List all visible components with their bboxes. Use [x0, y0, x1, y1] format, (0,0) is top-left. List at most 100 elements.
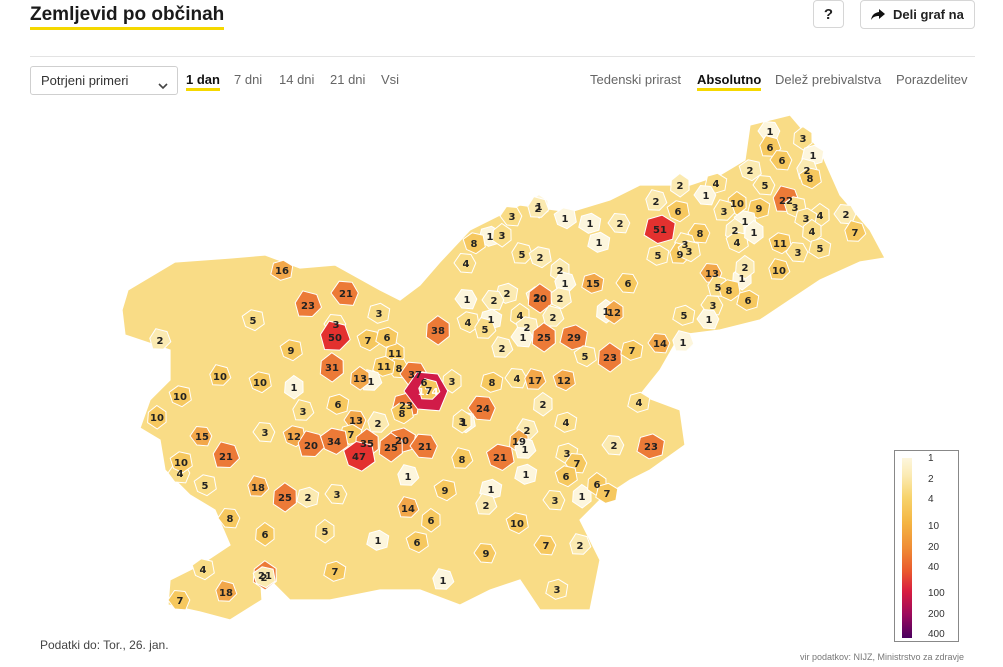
municipality-region[interactable]	[514, 463, 538, 485]
municipality-region[interactable]	[627, 391, 651, 413]
municipality-region[interactable]	[209, 364, 232, 386]
municipality-region[interactable]	[533, 534, 557, 556]
municipality-region[interactable]	[510, 326, 534, 348]
municipality-region[interactable]	[646, 244, 670, 266]
municipality-region[interactable]	[212, 441, 241, 469]
municipality-region[interactable]	[248, 371, 272, 394]
municipality-region[interactable]	[559, 324, 588, 351]
municipality-region[interactable]	[247, 475, 270, 497]
municipality-region[interactable]	[252, 566, 276, 589]
municipality-region[interactable]	[279, 339, 303, 362]
municipality-region[interactable]	[324, 483, 348, 505]
municipality-region[interactable]	[405, 531, 429, 554]
municipality-region[interactable]	[296, 486, 320, 508]
municipality-region[interactable]	[397, 496, 420, 518]
municipality-region[interactable]	[397, 464, 420, 486]
municipality-region[interactable]	[672, 330, 695, 352]
municipality-region[interactable]	[167, 589, 191, 611]
municipality-region[interactable]	[768, 232, 792, 255]
municipality-region[interactable]	[687, 222, 711, 244]
municipality-region[interactable]	[693, 184, 717, 206]
municipality-region[interactable]	[808, 237, 832, 259]
municipality-region[interactable]	[147, 404, 167, 430]
municipality-region[interactable]	[554, 465, 578, 488]
municipality-region[interactable]	[666, 200, 690, 223]
municipality-region[interactable]	[615, 272, 639, 294]
municipality-region[interactable]	[607, 212, 631, 234]
municipality-region[interactable]	[217, 507, 241, 529]
municipality-region[interactable]	[504, 367, 528, 389]
municipality-region[interactable]	[191, 558, 215, 581]
municipality-region[interactable]	[713, 199, 736, 221]
municipality-region[interactable]	[595, 482, 619, 504]
municipality-region[interactable]	[569, 533, 592, 555]
municipality-region[interactable]	[474, 317, 497, 339]
tab-absolutno[interactable]: Absolutno	[697, 72, 762, 91]
municipality-region[interactable]	[255, 521, 275, 547]
municipality-region[interactable]	[452, 408, 472, 434]
municipality-region[interactable]	[677, 240, 701, 263]
municipality-region[interactable]	[350, 365, 370, 391]
tab-tedenski-prirast[interactable]: Tedenski prirast	[590, 72, 682, 87]
municipality-region[interactable]	[323, 560, 347, 582]
municipality-region[interactable]	[738, 159, 762, 182]
tab-porazdelitev[interactable]: Porazdelitev	[896, 72, 968, 87]
municipality-region[interactable]	[193, 474, 217, 497]
municipality-region[interactable]	[215, 580, 238, 602]
municipality-region[interactable]	[717, 279, 741, 302]
municipality-region[interactable]	[645, 189, 668, 211]
municipality-region[interactable]	[769, 149, 793, 171]
municipality-region[interactable]	[542, 489, 566, 511]
municipality-region[interactable]	[601, 434, 625, 456]
municipality-region[interactable]	[597, 342, 622, 373]
municipality-region[interactable]	[367, 411, 390, 433]
municipality-region[interactable]	[578, 212, 602, 234]
municipality-region[interactable]	[499, 205, 523, 227]
share-button[interactable]: Deli graf na	[860, 0, 975, 29]
municipality-region[interactable]	[319, 352, 344, 383]
municipality-region[interactable]	[168, 385, 192, 408]
municipality-region[interactable]	[604, 299, 624, 325]
municipality-region[interactable]	[372, 355, 396, 377]
municipality-region[interactable]	[552, 369, 576, 392]
municipality-region[interactable]	[375, 326, 399, 348]
municipality-region[interactable]	[442, 368, 462, 394]
municipality-region[interactable]	[451, 447, 474, 469]
municipality-region[interactable]	[798, 167, 822, 190]
municipality-region[interactable]	[524, 368, 547, 390]
municipality-region[interactable]	[531, 322, 556, 353]
municipality-region[interactable]	[620, 339, 644, 361]
municipality-region[interactable]	[149, 328, 172, 350]
municipality-region[interactable]	[492, 222, 512, 248]
municipality-region[interactable]	[643, 214, 676, 245]
help-button[interactable]: ?	[813, 0, 844, 28]
municipality-region[interactable]	[752, 174, 776, 196]
municipality-region[interactable]	[425, 315, 450, 346]
municipality-region[interactable]	[473, 542, 497, 564]
municipality-region[interactable]	[326, 393, 350, 415]
municipality-region[interactable]	[315, 518, 335, 544]
municipality-region[interactable]	[587, 231, 611, 253]
municipality-region[interactable]	[467, 395, 496, 421]
municipality-region[interactable]	[514, 437, 537, 459]
municipality-region[interactable]	[545, 578, 569, 600]
municipality-region[interactable]	[292, 399, 315, 421]
municipality-region[interactable]	[378, 432, 403, 463]
municipality-region[interactable]	[456, 311, 480, 334]
municipality-region[interactable]	[696, 308, 720, 330]
municipality-region[interactable]	[366, 529, 390, 551]
municipality-region[interactable]	[319, 320, 351, 351]
municipality-region[interactable]	[505, 512, 529, 535]
municipality-region[interactable]	[252, 421, 276, 443]
municipality-region[interactable]	[647, 332, 671, 354]
municipality-region[interactable]	[553, 207, 577, 230]
municipality-region[interactable]	[554, 411, 578, 433]
municipality-region[interactable]	[270, 259, 294, 281]
municipality-region[interactable]	[736, 289, 760, 311]
municipality-region[interactable]	[744, 219, 764, 245]
municipality-region[interactable]	[169, 451, 193, 474]
tab-14-dni[interactable]: 14 dni	[279, 72, 315, 87]
municipality-region[interactable]	[527, 283, 552, 314]
municipality-region[interactable]	[735, 254, 755, 280]
municipality-region[interactable]	[294, 290, 323, 318]
